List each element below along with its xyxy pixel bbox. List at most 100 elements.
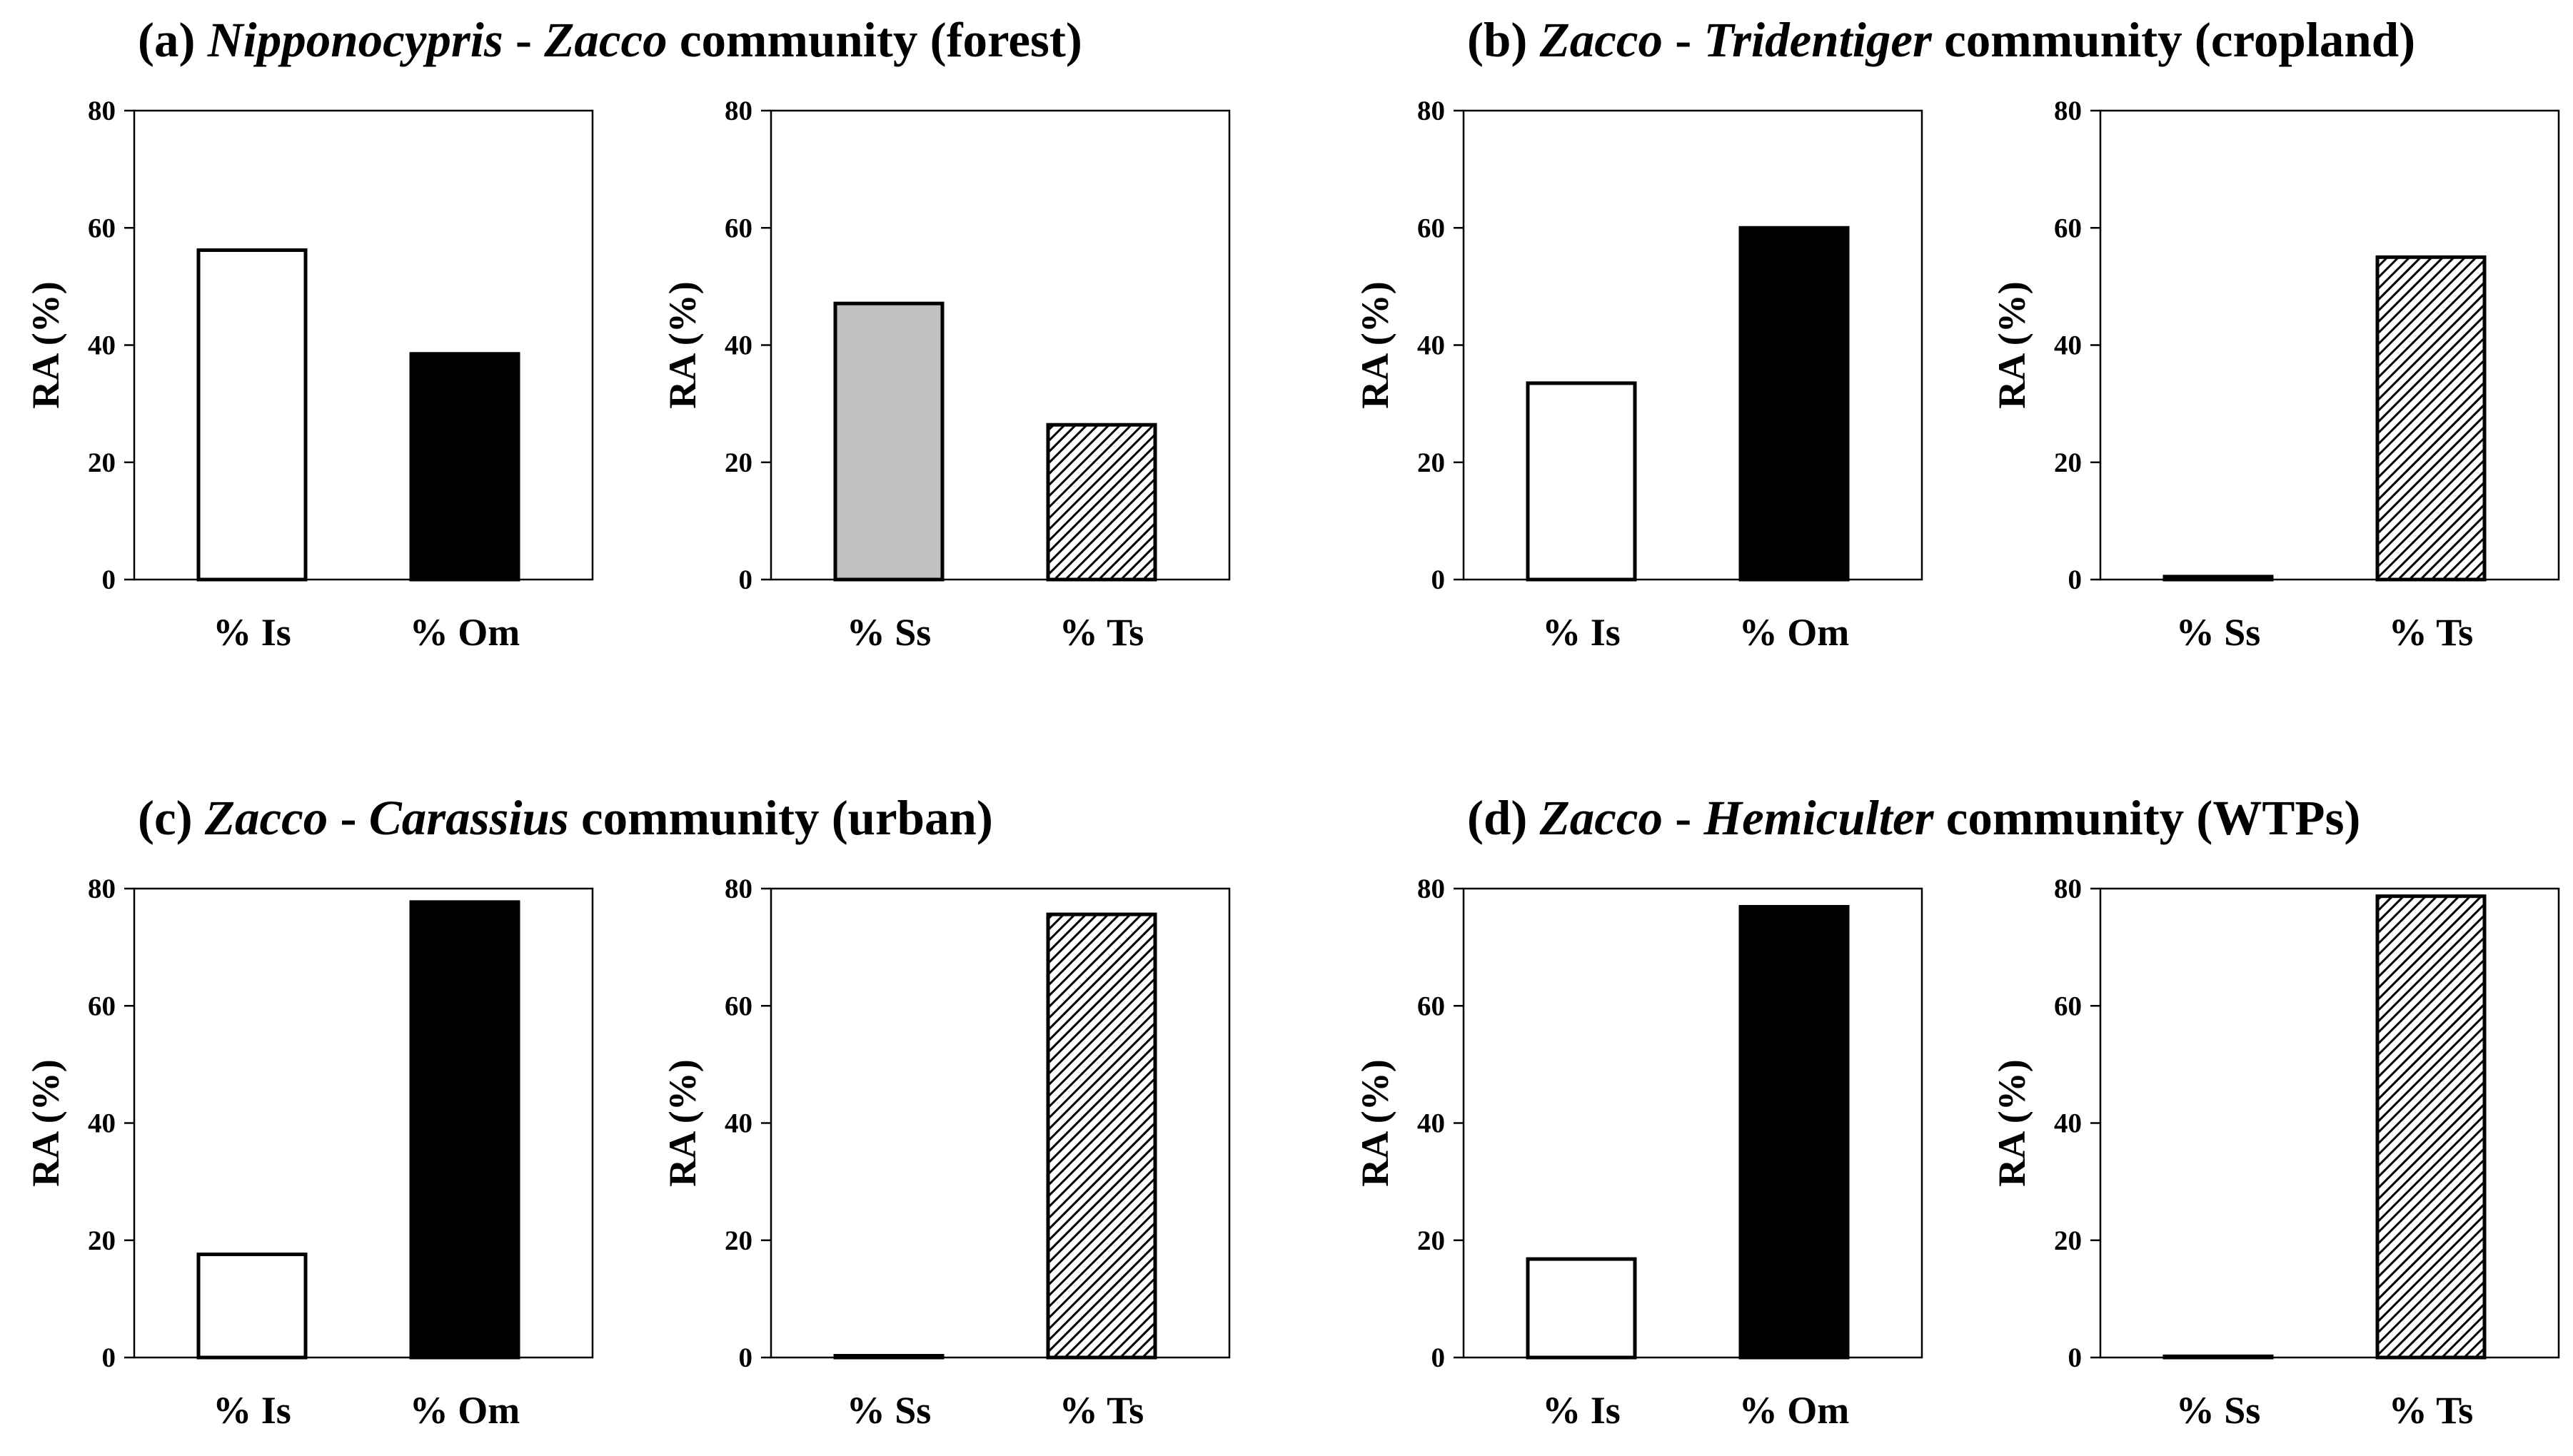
y-tick-label: 0 xyxy=(1431,1343,1446,1373)
y-tick-label: 0 xyxy=(102,565,116,595)
chart-b-1: 0 20 40 60 80 RA (%) % Is % Om xyxy=(1354,96,1923,654)
y-tick-label: 20 xyxy=(725,1225,752,1256)
panel-a: (a) Nipponocypris - Zacco community (for… xyxy=(24,13,1231,654)
y-tick-label: 80 xyxy=(2054,874,2082,904)
category-label: % Ts xyxy=(2389,611,2474,654)
y-tick-label: 0 xyxy=(739,565,753,595)
y-tick-label: 40 xyxy=(725,330,752,361)
category-label: % Om xyxy=(1739,611,1850,654)
panel-title-a: (a) Nipponocypris - Zacco community (for… xyxy=(138,13,1082,67)
panel-title-part: Zacco xyxy=(1539,791,1663,845)
bar-is xyxy=(1526,1257,1637,1360)
y-tick-label: 60 xyxy=(1417,991,1445,1021)
panel-title-part: community (forest) xyxy=(668,13,1082,67)
panel-title-part: Carassius xyxy=(369,791,569,845)
category-label: % Om xyxy=(1739,1389,1850,1432)
panel-title-b: (b) Zacco - Tridentiger community (cropl… xyxy=(1467,13,2415,67)
category-label: % Ts xyxy=(2389,1389,2474,1432)
category-label: % Ts xyxy=(1059,1389,1144,1432)
panel-title-part: community (WTPs) xyxy=(1933,791,2360,845)
y-tick-label: 80 xyxy=(88,96,116,126)
category-label: % Is xyxy=(1542,1389,1621,1432)
y-tick-label: 80 xyxy=(1417,96,1445,126)
panel-title-part: (a) xyxy=(138,13,208,67)
y-axis-label: RA (%) xyxy=(661,1059,704,1186)
bar-ss xyxy=(833,301,945,582)
y-tick-label: 0 xyxy=(739,1343,753,1373)
y-tick-label: 80 xyxy=(725,874,752,904)
y-tick-label: 20 xyxy=(1417,448,1445,478)
y-tick-label: 20 xyxy=(88,448,116,478)
category-label: % Ss xyxy=(2176,1389,2261,1432)
panel-title-part: - xyxy=(503,13,544,67)
bar-ts xyxy=(1046,912,1157,1360)
chart-b-2: 0 20 40 60 80 RA (%) % Ss % Ts xyxy=(1990,96,2560,654)
panel-d: (d) Zacco - Hemiculter community (WTPs) 0… xyxy=(1354,791,2560,1432)
panel-title-part: (d) xyxy=(1467,791,1540,845)
y-tick-label: 40 xyxy=(88,330,116,361)
panel-title-part: (c) xyxy=(138,791,205,845)
y-tick-label: 60 xyxy=(725,991,752,1021)
y-tick-label: 80 xyxy=(88,874,116,904)
panel-title-part: Zacco xyxy=(1539,13,1663,67)
y-tick-label: 20 xyxy=(2054,1225,2082,1256)
y-tick-label: 0 xyxy=(102,1343,116,1373)
bar-is xyxy=(196,248,308,582)
bar-ss xyxy=(2162,1354,2274,1360)
y-tick-label: 80 xyxy=(1417,874,1445,904)
panel-title-part: community (urban) xyxy=(569,791,993,845)
y-tick-label: 0 xyxy=(2068,1343,2083,1373)
y-tick-label: 20 xyxy=(2054,448,2082,478)
y-axis-label: RA (%) xyxy=(1354,1059,1396,1186)
category-label: % Ss xyxy=(847,611,932,654)
y-tick-label: 20 xyxy=(725,448,752,478)
axes-frame xyxy=(770,887,1231,1359)
category-label: % Is xyxy=(213,1389,291,1432)
axes-frame xyxy=(2099,109,2560,581)
y-tick-label: 40 xyxy=(725,1108,752,1139)
y-tick-label: 60 xyxy=(1417,213,1445,243)
panel-title-d: (d) Zacco - Hemiculter community (WTPs) xyxy=(1467,791,2360,845)
y-tick-label: 40 xyxy=(1417,330,1445,361)
category-label: % Om xyxy=(410,1389,520,1432)
y-tick-label: 60 xyxy=(2054,213,2082,243)
panel-title-part: - xyxy=(1663,13,1703,67)
y-tick-label: 60 xyxy=(2054,991,2082,1021)
axes-frame xyxy=(2099,887,2560,1359)
y-tick-label: 80 xyxy=(2054,96,2082,126)
y-tick-label: 40 xyxy=(2054,1108,2082,1139)
chart-c-2: 0 20 40 60 80 RA (%) % Ss % Ts xyxy=(661,874,1231,1432)
bar-ss xyxy=(833,1354,945,1360)
panel-title-c: (c) Zacco - Carassius community (urban) xyxy=(138,791,993,845)
panel-title-part: - xyxy=(328,791,368,845)
chart-d-1: 0 20 40 60 80 RA (%) % Is % Om xyxy=(1354,874,1923,1432)
bar-om xyxy=(409,352,520,582)
y-axis-label: RA (%) xyxy=(24,281,67,408)
y-axis-label: RA (%) xyxy=(24,1059,67,1186)
panel-c: (c) Zacco - Carassius community (urban) 0… xyxy=(24,791,1231,1432)
y-tick-label: 40 xyxy=(1417,1108,1445,1139)
y-axis-label: RA (%) xyxy=(1354,281,1396,408)
category-label: % Ss xyxy=(2176,611,2261,654)
chart-a-2: 0 20 40 60 80 RA (%) % Ss % Ts xyxy=(661,96,1231,654)
bar-om xyxy=(1738,904,1850,1360)
bar-om xyxy=(1738,226,1850,582)
panel-title-part: Tridentiger xyxy=(1703,13,1933,67)
y-tick-label: 0 xyxy=(1431,565,1446,595)
bar-is xyxy=(196,1252,308,1360)
panel-title-part: community (cropland) xyxy=(1932,13,2415,67)
bar-ts xyxy=(1046,423,1157,582)
y-tick-label: 20 xyxy=(88,1225,116,1256)
category-label: % Ss xyxy=(847,1389,932,1432)
y-tick-label: 40 xyxy=(88,1108,116,1139)
bar-ss xyxy=(2162,575,2274,582)
chart-a-1: 0 20 40 60 80 RA (%) % Is % Om xyxy=(24,96,594,654)
bar-om xyxy=(409,900,520,1360)
panel-title-part: - xyxy=(1663,791,1703,845)
chart-d-2: 0 20 40 60 80 RA (%) % Ss % Ts xyxy=(1990,874,2560,1432)
chart-c-1: 0 20 40 60 80 RA (%) % Is % Om xyxy=(24,874,594,1432)
y-tick-label: 40 xyxy=(2054,330,2082,361)
y-tick-label: 60 xyxy=(88,991,116,1021)
y-tick-label: 80 xyxy=(725,96,752,126)
